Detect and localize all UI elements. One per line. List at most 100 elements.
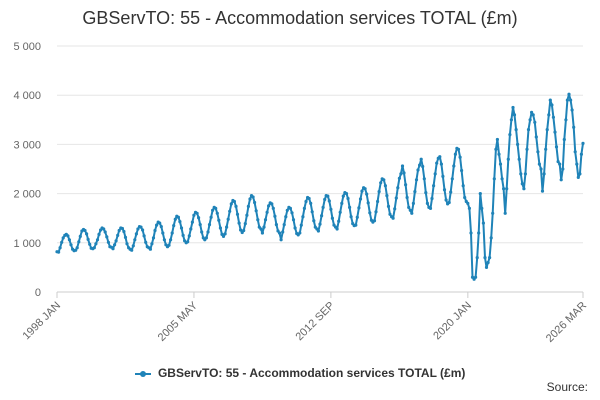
data-point [95,238,100,242]
data-point [310,210,314,214]
data-point [488,256,492,260]
data-point [421,164,425,169]
data-point [130,248,134,252]
data-point [209,215,213,219]
data-point [181,233,185,237]
data-point [120,226,124,231]
data-point [428,206,433,210]
data-point [246,204,250,208]
data-point [418,163,422,167]
data-point [547,113,551,117]
data-point [102,227,106,231]
data-point [290,211,294,215]
data-point [512,113,517,117]
data-point [122,229,126,234]
data-point [167,243,171,247]
data-point [273,214,277,218]
data-point [211,208,215,212]
gridlines [57,45,583,244]
data-point [243,222,247,226]
data-point [500,177,504,181]
data-point [301,215,305,219]
data-point [97,232,101,236]
data-point [411,201,415,205]
data-point [234,204,238,208]
data-point [526,128,531,132]
data-point [449,190,453,194]
legend[interactable]: GBServTO: 55 - Accommodation services TO… [0,366,600,380]
data-point [232,199,236,204]
data-point [402,171,406,175]
data-point [519,172,523,176]
data-point [502,187,506,191]
data-point [288,206,292,210]
data-point [573,150,577,154]
data-point [198,223,202,227]
data-point [293,226,297,230]
data-point [494,147,498,151]
data-point [192,213,196,217]
data-point [363,187,367,191]
data-point [581,141,585,145]
data-point [277,231,282,235]
data-point [323,197,327,202]
data-point [540,189,545,193]
data-point [267,204,271,208]
data-point [103,230,107,234]
data-point [178,220,182,224]
data-point [307,196,311,201]
data-point [158,221,162,225]
data-point [123,235,128,239]
data-point [481,221,485,225]
data-point [77,240,81,244]
data-point [75,246,79,250]
data-point [576,175,580,179]
data-point [318,222,322,226]
data-point [179,226,184,230]
data-point [321,205,325,209]
data-point [463,195,467,200]
data-point [161,231,165,235]
data-point [341,194,345,198]
data-point [424,191,428,195]
data-point [432,184,436,188]
data-point [469,231,473,235]
chart-title: GBServTO: 55 - Accommodation services TO… [82,8,518,28]
data-point [206,230,210,234]
data-point [78,234,82,238]
data-point [131,244,135,248]
data-point [435,161,439,165]
data-point [214,206,218,210]
series-line[interactable] [56,93,584,281]
data-point [242,228,246,233]
data-point [260,231,264,235]
data-point [170,231,174,235]
data-point [430,196,434,201]
data-point [570,108,574,112]
data-point [399,172,403,176]
data-point [291,218,296,222]
data-point [550,103,554,107]
data-point [88,242,92,246]
data-point [460,168,464,173]
data-point [386,204,391,208]
data-point [522,187,526,191]
data-point [379,181,383,185]
data-point [337,219,341,223]
data-point [189,227,193,231]
data-point [397,176,401,180]
data-point [388,212,392,216]
data-point [274,223,278,227]
data-point [391,216,395,220]
data-point [61,236,65,240]
data-point [534,135,538,139]
data-point [447,200,451,205]
data-point [355,215,359,219]
data-point [467,206,471,210]
data-point [414,178,419,182]
data-point [376,199,380,204]
data-point [548,98,552,102]
data-point [492,177,496,181]
data-point [304,199,308,204]
